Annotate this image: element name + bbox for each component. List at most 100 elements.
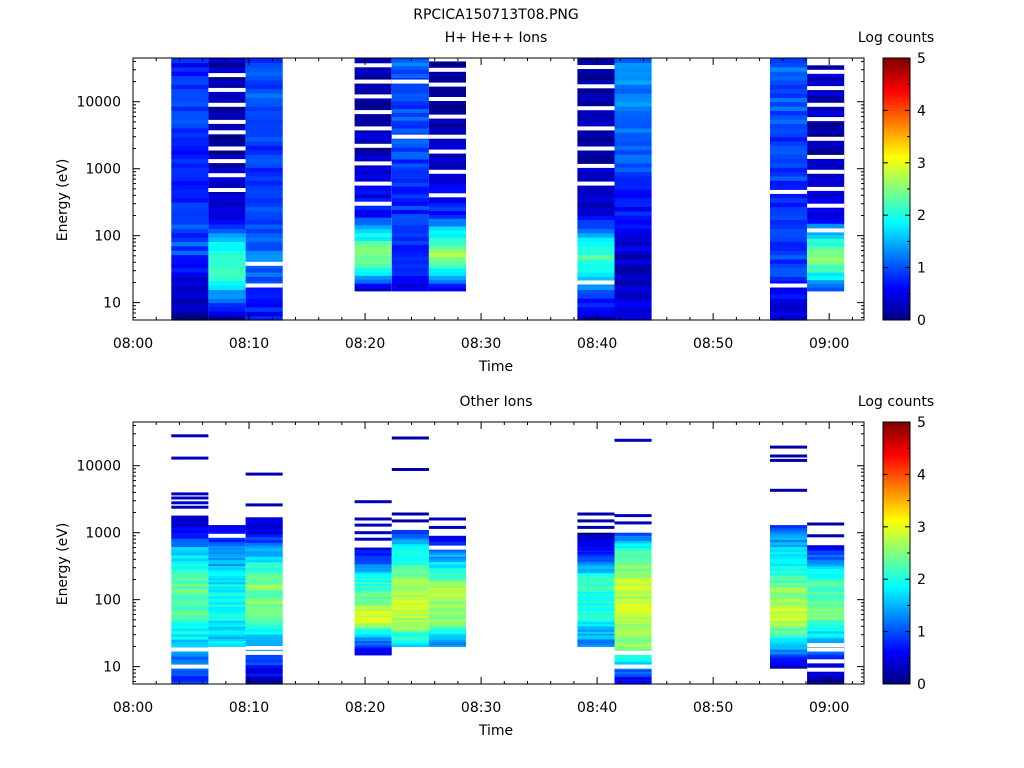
energy-bin: [428, 583, 466, 587]
colorbar-step: [883, 267, 910, 271]
energy-bin: [577, 636, 615, 640]
energy-bin: [577, 595, 615, 598]
colorbar-step: [883, 196, 910, 200]
energy-bin: [208, 626, 246, 629]
energy-bin: [208, 97, 246, 103]
energy-bin: [208, 539, 246, 542]
colorbar-step: [883, 505, 910, 509]
blocks: [171, 434, 845, 685]
energy-bin: [354, 570, 392, 574]
energy-bin: [577, 219, 615, 225]
energy-bin: [614, 643, 652, 647]
energy-bin: [614, 565, 652, 569]
energy-bin: [391, 644, 429, 648]
energy-bin: [245, 570, 283, 574]
energy-bin: [614, 573, 652, 577]
count-line: [391, 436, 429, 440]
energy-bin: [171, 678, 209, 682]
energy-bin: [171, 580, 209, 584]
energy-bin: [245, 62, 283, 68]
energy-bin: [807, 614, 845, 618]
colorbar-step: [883, 492, 910, 496]
energy-bin: [770, 206, 808, 212]
energy-bin: [428, 111, 466, 116]
energy-bin: [770, 285, 808, 291]
energy-bin: [428, 252, 466, 258]
energy-bin: [208, 642, 246, 646]
colorbar-step: [883, 173, 910, 177]
energy-bin: [614, 289, 652, 295]
data-gap: [354, 201, 392, 206]
energy-bin: [208, 289, 246, 295]
energy-bin: [208, 175, 246, 181]
energy-bin: [770, 97, 808, 103]
energy-bin: [354, 547, 392, 550]
energy-bin: [391, 617, 429, 620]
energy-bin: [614, 202, 652, 208]
energy-bin: [577, 298, 615, 304]
energy-bin: [245, 241, 283, 247]
energy-bin: [208, 527, 246, 530]
energy-bin: [614, 646, 652, 650]
energy-bin: [208, 616, 246, 619]
energy-bin: [171, 672, 209, 677]
energy-bin: [208, 84, 246, 90]
count-line: [171, 434, 209, 438]
energy-bin: [391, 244, 429, 249]
energy-bin: [171, 650, 209, 654]
energy-bin: [245, 315, 283, 321]
energy-bin: [208, 149, 246, 155]
energy-bin: [245, 184, 283, 190]
energy-bin: [807, 577, 845, 581]
energy-bin: [245, 620, 283, 624]
energy-bin: [770, 145, 808, 151]
count-line: [354, 523, 392, 527]
energy-bin: [807, 575, 845, 579]
count-line: [354, 500, 392, 504]
energy-bin: [391, 594, 429, 597]
energy-bin: [428, 160, 466, 166]
energy-bin: [354, 638, 392, 642]
energy-bin: [770, 656, 808, 660]
energy-bin: [208, 610, 246, 613]
colorbar-step: [883, 304, 910, 308]
colorbar-step: [883, 558, 910, 562]
energy-bin: [807, 279, 845, 284]
energy-bin: [577, 132, 615, 138]
energy-bin: [770, 119, 808, 125]
energy-bin: [391, 559, 429, 562]
energy-bin: [245, 75, 283, 81]
colorbar-step: [883, 628, 910, 633]
energy-bin: [577, 241, 615, 247]
energy-bin: [208, 302, 246, 308]
energy-bin: [354, 576, 392, 579]
energy-bin: [391, 561, 429, 564]
energy-bin: [770, 267, 808, 273]
energy-bin: [577, 119, 615, 125]
energy-bin: [807, 598, 845, 602]
energy-bin: [807, 215, 845, 221]
colorbar-step: [883, 657, 910, 661]
energy-bin: [354, 275, 392, 280]
energy-bin: [391, 539, 429, 543]
energy-bin: [807, 572, 845, 576]
energy-bin: [354, 220, 392, 226]
colorbar-step: [883, 249, 910, 253]
energy-bin: [577, 581, 615, 585]
energy-bin: [770, 202, 808, 208]
energy-bin: [391, 224, 429, 230]
energy-bin: [245, 306, 283, 312]
colorbar-step: [883, 107, 910, 111]
colorbar-step: [883, 149, 910, 153]
colorbar-step: [883, 639, 910, 643]
energy-bin: [391, 255, 429, 261]
energy-bin: [577, 66, 615, 72]
colorbar-step: [883, 526, 910, 530]
energy-bin: [245, 132, 283, 138]
energy-bin: [391, 529, 429, 533]
energy-bin: [577, 154, 615, 160]
colorbar-step: [883, 217, 910, 221]
energy-bin: [614, 145, 652, 151]
energy-bin: [614, 562, 652, 567]
